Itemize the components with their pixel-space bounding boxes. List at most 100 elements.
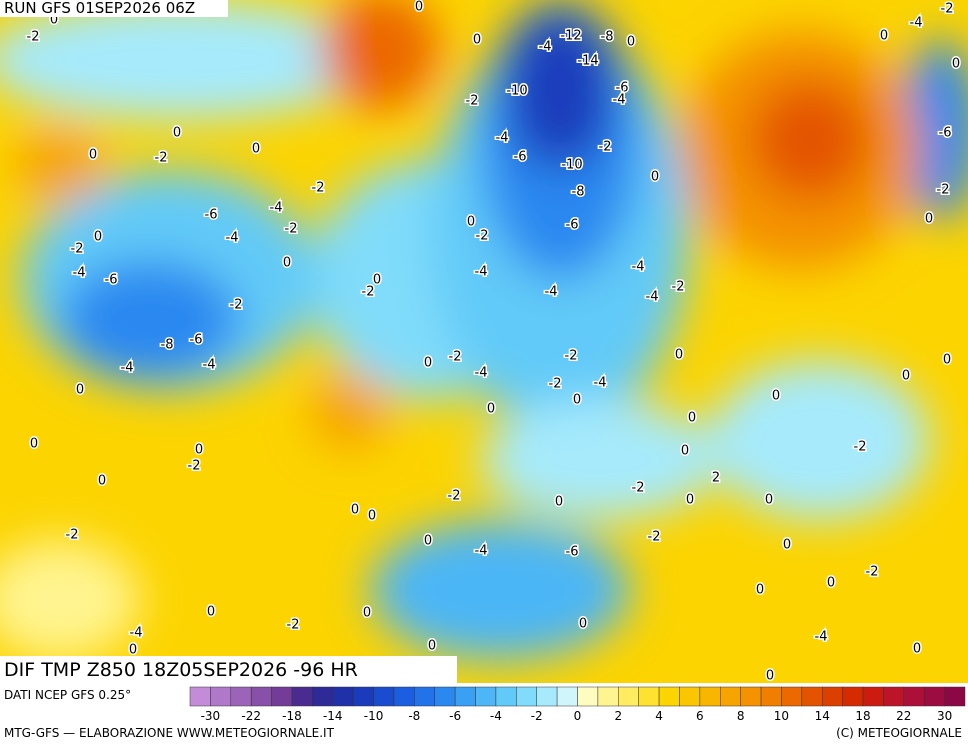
contour-label: 0	[766, 669, 774, 684]
contour-label: 0	[424, 356, 432, 371]
colorbar-swatch	[842, 686, 864, 707]
colorbar-swatch	[618, 686, 639, 707]
contour-label: -10	[561, 158, 582, 173]
colorbar-swatch	[720, 686, 741, 707]
colorbar-swatch	[230, 686, 252, 707]
contour-label: -8	[572, 185, 585, 200]
map-title: DIF TMP Z850 18Z05SEP2026 -96 HR	[4, 659, 358, 681]
colorbar-swatch	[801, 686, 823, 707]
contour-label: -6	[616, 81, 629, 96]
contour-label: -4	[646, 290, 659, 305]
contour-label: -12	[560, 29, 581, 44]
contour-label: 0	[351, 503, 359, 518]
contour-label: 0	[424, 534, 432, 549]
contour-label: -2	[448, 489, 461, 504]
colorbar-swatch	[781, 686, 803, 707]
colorbar-swatch	[454, 686, 476, 707]
contour-label: 0	[579, 617, 587, 632]
colorbar-swatch	[638, 686, 660, 707]
contour-label: 0	[627, 35, 635, 50]
colorbar-tick-label: -30	[201, 709, 221, 723]
colorbar-swatch	[923, 686, 945, 707]
colorbar-swatch	[516, 686, 537, 707]
colorbar: -30 -22 -18 -14 -10 -8 -6 -4 -2 0 2 4 6 8 10 14 18 22 30	[189, 686, 966, 723]
contour-label: -4	[270, 201, 283, 216]
contour-label: -4	[910, 16, 923, 31]
contour-label: -6	[566, 545, 579, 560]
credit-left: MTG-GFS — ELABORAZIONE WWW.METEOGIORNALE…	[4, 726, 335, 740]
colorbar-tick-label: -2	[531, 709, 543, 723]
colorbar-tick-label: 4	[655, 709, 663, 723]
contour-label: -4	[203, 358, 216, 373]
colorbar-swatch	[556, 686, 578, 707]
contour-label: 0	[195, 443, 203, 458]
colorbar-swatch	[414, 686, 435, 707]
contour-label: 0	[487, 402, 495, 417]
contour-label: -10	[506, 84, 527, 99]
contour-label: -2	[672, 280, 685, 295]
colorbar-swatch	[862, 686, 884, 707]
contour-label: 0	[368, 509, 376, 524]
run-text: RUN GFS 01SEP2026 06Z	[4, 0, 195, 17]
contour-label: 0	[952, 57, 960, 72]
contour-label: -4	[594, 376, 607, 391]
colorbar-swatch	[821, 686, 843, 707]
colorbar-swatch	[312, 686, 334, 707]
colorbar-swatch	[332, 686, 354, 707]
contour-label: 0	[428, 639, 436, 654]
contour-label: -8	[601, 30, 614, 45]
colorbar-swatch	[393, 686, 415, 707]
contour-label: 0	[686, 493, 694, 508]
colorbar-swatch	[536, 686, 558, 707]
contour-label: 0	[89, 148, 97, 163]
contour-label: -6	[514, 150, 527, 165]
contour-label: -4	[121, 361, 134, 376]
colorbar-tick-label: 6	[696, 709, 704, 723]
contour-label: 2	[712, 471, 720, 486]
contour-label: 0	[925, 212, 933, 227]
contour-label: -4	[475, 265, 488, 280]
colorbar-tick-label: -10	[364, 709, 384, 723]
contour-label: 0	[573, 393, 581, 408]
contour-label: -2	[312, 181, 325, 196]
colorbar-tick-label: 22	[896, 709, 911, 723]
colorbar-swatch	[944, 686, 966, 707]
colorbar-swatch	[679, 686, 701, 707]
contour-label: -2	[648, 530, 661, 545]
contour-label: 0	[913, 642, 921, 657]
contour-label: -2	[632, 481, 645, 496]
contour-label: 0	[772, 389, 780, 404]
credit-right: (C) METEOGIORNALE	[836, 726, 962, 740]
colorbar-swatch	[740, 686, 762, 707]
contour-label: -4	[226, 231, 239, 246]
colorbar-swatch	[291, 686, 313, 707]
run-box	[0, 0, 228, 17]
contour-label: 0	[467, 215, 475, 230]
colorbar-swatch	[597, 686, 619, 707]
contour-label: 0	[129, 643, 137, 658]
colorbar-tick-label: 30	[937, 709, 952, 723]
contour-label: -6	[190, 333, 203, 348]
colorbar-swatch	[577, 686, 599, 707]
contour-label: -2	[287, 618, 300, 633]
colorbar-swatch	[250, 686, 272, 707]
colorbar-tick-label: 10	[774, 709, 789, 723]
contour-label: -4	[73, 266, 86, 281]
contour-label: 0	[756, 583, 764, 598]
contour-label: -4	[545, 285, 558, 300]
contour-label: -2	[937, 183, 950, 198]
contour-label: -2	[449, 350, 462, 365]
contour-label: 0	[651, 170, 659, 185]
contour-label: -6	[566, 218, 579, 233]
contour-label: 0	[783, 538, 791, 553]
contour-label: -6	[205, 208, 218, 223]
colorbar-swatch	[658, 686, 680, 707]
title-box	[0, 656, 457, 683]
colorbar-tick-label: 0	[574, 709, 582, 723]
source-text: DATI NCEP GFS 0.25°	[4, 688, 131, 702]
colorbar-tick-label: -4	[490, 709, 502, 723]
colorbar-tick-label: -6	[449, 709, 461, 723]
contour-label: 0	[363, 606, 371, 621]
contour-label: 0	[880, 29, 888, 44]
